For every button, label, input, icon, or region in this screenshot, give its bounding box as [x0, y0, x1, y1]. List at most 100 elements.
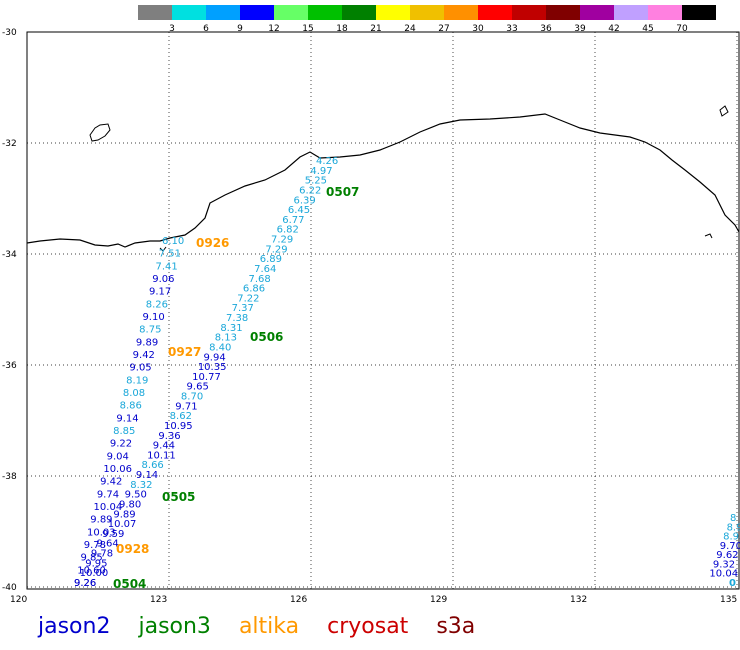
track-east-value: 9.26: [74, 578, 96, 589]
track-west-value: 9.74: [97, 489, 119, 500]
track-east-value: 7.22: [237, 293, 259, 304]
lat-tick-label: -36: [2, 361, 17, 371]
colorbar-swatch: [240, 5, 274, 20]
pass-date-label: 0504: [113, 577, 146, 591]
track-east-value: 8.66: [142, 460, 164, 471]
track-west-value: 8.75: [139, 325, 161, 336]
track-east-value: 6.82: [277, 225, 299, 236]
track-east-value: 9.59: [102, 529, 124, 540]
track-east-value: 10.35: [198, 362, 227, 373]
track-right-value: 9.62: [716, 550, 738, 561]
track-east-value: 5.25: [305, 176, 327, 187]
colorbar-label: 24: [404, 24, 416, 34]
track-east-value: 8.31: [220, 323, 242, 334]
track-east-value: 8.62: [170, 411, 192, 422]
track-east-value: 10.07: [108, 519, 137, 530]
legend-item-jason3: jason3: [138, 614, 211, 639]
lon-tick-label: 123: [150, 595, 167, 605]
track-west-value: 9.26: [74, 578, 96, 589]
track-east-value: 9.89: [113, 509, 135, 520]
colorbar-swatch: [614, 5, 648, 20]
colorbar-label: 15: [302, 24, 313, 34]
track-east-value: 9.65: [187, 382, 209, 393]
track-east-value: 9.14: [136, 470, 158, 481]
colorbar-label: 45: [642, 24, 653, 34]
colorbar-swatch: [410, 5, 444, 20]
pass-date-label: 0505: [162, 490, 195, 504]
track-east-value: 6.89: [260, 254, 282, 265]
track-east-value: 7.64: [254, 264, 276, 275]
track-west-value: 10.06: [103, 464, 132, 475]
satellite-tracks: 4.264.975.256.226.396.456.776.827.297.29…: [74, 156, 740, 589]
track-west-value: 9.04: [107, 451, 129, 462]
track-west-value: 10.03: [87, 527, 116, 538]
colorbar-swatch: [342, 5, 376, 20]
axis-labels: 120 123 126 129 132 135 -30 -32 -34 -36 -38 -40: [2, 28, 737, 605]
colorbar-swatch: [138, 5, 172, 20]
track-west-value: 7.51: [159, 249, 181, 260]
track-east-value: 9.95: [85, 558, 107, 569]
track-right-value: 9.70: [720, 541, 740, 552]
track-east-value: 8.40: [209, 342, 231, 353]
track-east-value: 9.80: [119, 499, 141, 510]
lat-tick-label: -30: [2, 28, 17, 38]
track-east-value: 9.64: [97, 539, 119, 550]
track-west-value: 9.89: [90, 515, 112, 526]
track-east-value: 7.29: [265, 244, 287, 255]
pass-date-label: 0507: [326, 185, 359, 199]
track-east-value: 10.77: [192, 372, 221, 383]
colorbar-label: 27: [438, 24, 449, 34]
track-east-value: 10.95: [164, 421, 193, 432]
colorbar-label: 3: [169, 24, 175, 34]
colorbar-swatch: [512, 5, 546, 20]
track-east-value: 10.00: [80, 568, 109, 579]
lon-tick-label: 126: [290, 595, 307, 605]
track-west-value: 9.14: [116, 413, 138, 424]
track-east-value: 9.44: [153, 441, 175, 452]
track-east-value: 7.37: [232, 303, 254, 314]
colorbar-label: 33: [506, 24, 517, 34]
satellite-legend: jason2 jason3 altika cryosat s3a: [38, 614, 503, 639]
colorbar-label: 18: [336, 24, 348, 34]
track-east-value: 4.97: [310, 166, 332, 177]
legend-item-s3a: s3a: [436, 614, 476, 639]
track-east-value: 4.26: [316, 156, 338, 167]
colorbar-swatch: [444, 5, 478, 20]
legend-item-jason2: jason2: [38, 614, 111, 639]
colorbar-swatch: [172, 5, 206, 20]
colorbar-swatch: [682, 5, 716, 20]
colorbar-label: 30: [472, 24, 484, 34]
lon-tick-label: 129: [430, 595, 447, 605]
track-west-value: 8.85: [113, 426, 135, 437]
track-right-value: 0: [729, 578, 736, 589]
track-east-value: 6.39: [293, 195, 315, 206]
track-east-value: 9.78: [91, 549, 113, 560]
track-east-value: 9.36: [158, 431, 180, 442]
pass-date-label: 0928: [116, 542, 149, 556]
colorbar-swatch: [206, 5, 240, 20]
track-west-value: 9.22: [110, 439, 132, 450]
colorbar-label: 70: [676, 24, 688, 34]
pass-date-label: 0926: [196, 236, 229, 250]
track-west-value: 9.89: [136, 337, 158, 348]
track-west-value: 9.06: [152, 274, 174, 285]
track-right-value: 8: [730, 513, 736, 524]
track-east-value: 6.45: [288, 205, 310, 216]
lon-tick-label: 120: [10, 595, 27, 605]
track-west-value: 9.78: [84, 540, 106, 551]
lat-tick-label: -40: [2, 583, 17, 593]
colorbar-swatch: [274, 5, 308, 20]
lon-tick-label: 135: [720, 595, 737, 605]
track-east-value: 7.29: [271, 235, 293, 246]
colorbar-swatch: [580, 5, 614, 20]
colorbar: 3 6 9 12 15 18 21 24 27 30 33 36 39 42 45 70: [138, 5, 716, 34]
colorbar-label: 39: [574, 24, 586, 34]
track-east-value: 8.70: [181, 392, 203, 403]
track-west-value: 8.86: [120, 401, 142, 412]
track-west-value: 9.42: [100, 477, 122, 488]
lat-tick-label: -38: [2, 472, 17, 482]
track-west-value: 8.08: [123, 388, 145, 399]
track-right-value: 8.93: [723, 532, 740, 543]
track-west-value: 9.85: [81, 553, 103, 564]
